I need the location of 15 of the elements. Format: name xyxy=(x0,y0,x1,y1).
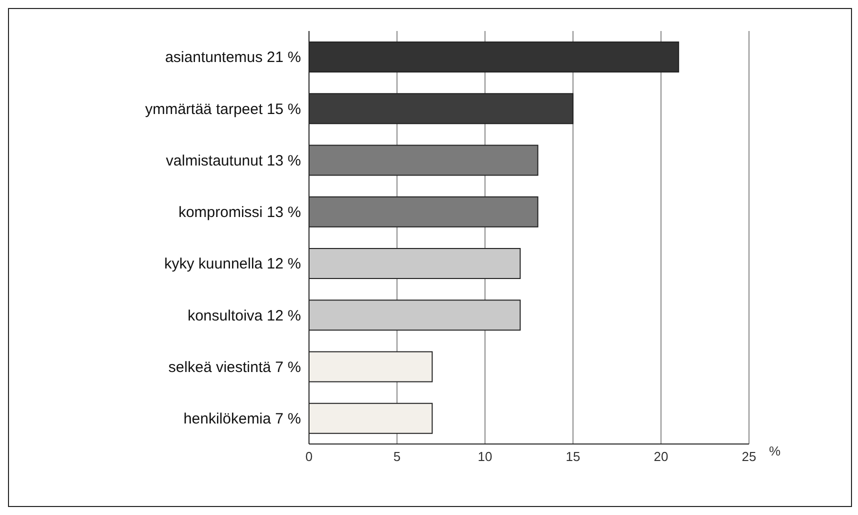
y-tick-label: selkeä viestintä 7 % xyxy=(168,358,301,376)
x-tick-label: 5 xyxy=(393,449,401,464)
y-tick-label: konsultoiva 12 % xyxy=(188,307,301,324)
y-tick-label: kyky kuunnella 12 % xyxy=(164,256,301,273)
y-tick-label: kompromissi 13 % xyxy=(178,204,301,222)
x-tick-label: 10 xyxy=(478,449,492,464)
y-tick-label: ymmärtää tarpeet 15 % xyxy=(145,100,301,118)
y-tick-label: henkilökemia 7 % xyxy=(183,410,301,428)
x-tick-label: 0 xyxy=(305,449,313,464)
x-tick-label: 20 xyxy=(654,449,668,464)
y-tick-label: asiantuntemus 21 % xyxy=(165,49,301,66)
y-tick-label: valmistautunut 13 % xyxy=(166,152,301,170)
x-tick-label: 25 xyxy=(742,449,756,464)
x-axis-title: % xyxy=(769,444,781,459)
x-tick-label: 15 xyxy=(566,449,580,464)
